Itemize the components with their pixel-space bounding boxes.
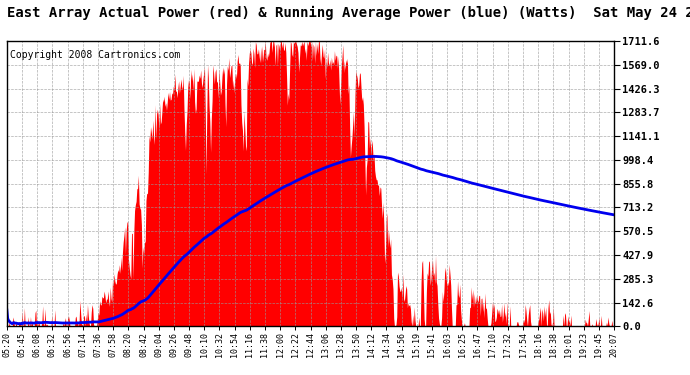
Text: Copyright 2008 Cartronics.com: Copyright 2008 Cartronics.com xyxy=(10,50,180,60)
Text: East Array Actual Power (red) & Running Average Power (blue) (Watts)  Sat May 24: East Array Actual Power (red) & Running … xyxy=(7,6,690,20)
